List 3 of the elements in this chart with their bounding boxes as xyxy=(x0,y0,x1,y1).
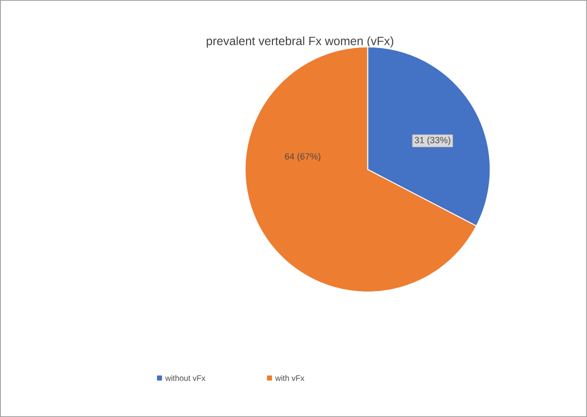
data-label: 64 (67%) xyxy=(284,153,320,162)
data-label: 31 (33%) xyxy=(414,136,450,145)
chart-title: prevalent vertebral Fx women (vFx) xyxy=(206,36,394,48)
